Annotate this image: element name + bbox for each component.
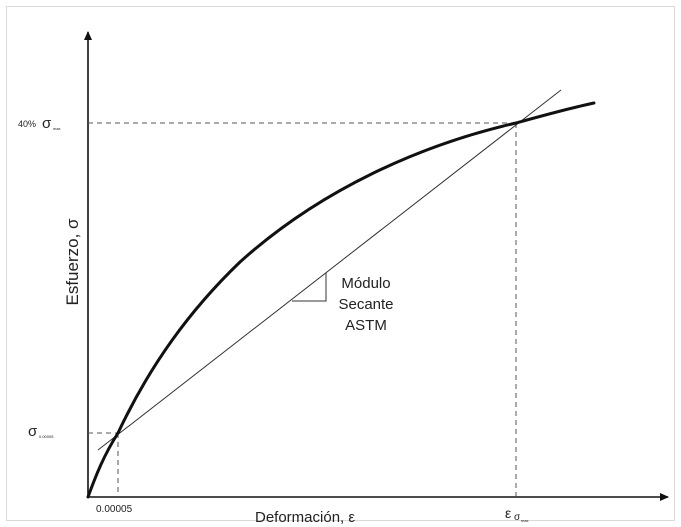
figure-frame (6, 6, 675, 521)
y-top-subscript: max (53, 126, 61, 131)
secant-label-line2: Secante (338, 296, 393, 313)
y-top-prefix: 40% (18, 119, 36, 129)
y-bottom-subscript: 0.00005 (39, 434, 54, 439)
y-axis-label: Esfuerzo, σ (63, 218, 82, 306)
x-right-subscript: max (521, 518, 529, 523)
secant-label-line1: Módulo (341, 275, 390, 292)
x-left-label: 0.00005 (96, 504, 133, 515)
x-axis-label: Deformación, ε (255, 509, 355, 526)
x-right-eps: ε (505, 505, 511, 521)
y-bottom-sigma: σ (28, 423, 38, 440)
y-top-sigma: σ (42, 115, 52, 132)
stress-strain-curve (86, 101, 596, 499)
x-right-sigma: σ (514, 512, 521, 523)
secant-line (97, 89, 562, 451)
secant-label-line3: ASTM (345, 317, 387, 334)
slope-triangle (292, 273, 327, 302)
